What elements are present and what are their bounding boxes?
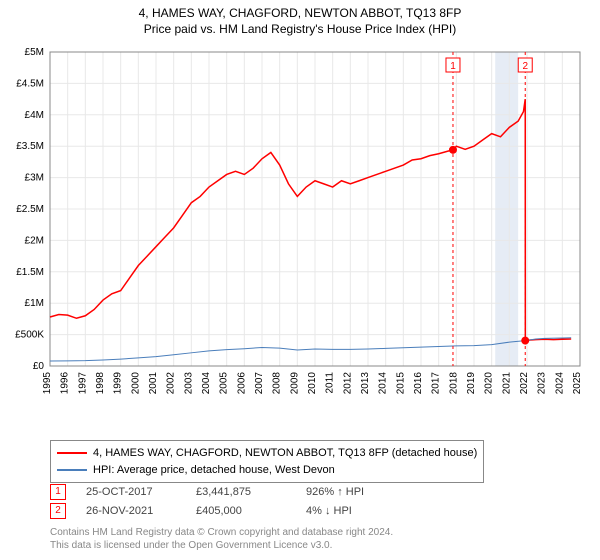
- annotation-delta-2: 4% ↓ HPI: [306, 505, 352, 517]
- title-block: 4, HAMES WAY, CHAGFORD, NEWTON ABBOT, TQ…: [0, 0, 600, 36]
- svg-text:£4.5M: £4.5M: [16, 78, 44, 89]
- annotation-marker-1: 1: [50, 484, 66, 500]
- svg-text:£0: £0: [33, 361, 45, 372]
- svg-text:2: 2: [522, 61, 528, 72]
- svg-text:2005: 2005: [219, 372, 230, 395]
- legend-label-hpi: HPI: Average price, detached house, West…: [93, 462, 335, 479]
- svg-text:£5M: £5M: [25, 47, 44, 58]
- annotation-date-1: 25-OCT-2017: [86, 486, 176, 498]
- annotation-price-1: £3,441,875: [196, 486, 286, 498]
- svg-text:£1.5M: £1.5M: [16, 267, 44, 278]
- svg-text:2024: 2024: [554, 372, 565, 395]
- svg-text:2009: 2009: [289, 372, 300, 395]
- svg-text:2003: 2003: [183, 372, 194, 395]
- svg-text:2015: 2015: [395, 372, 406, 395]
- svg-text:2018: 2018: [448, 372, 459, 395]
- svg-text:£500K: £500K: [15, 330, 44, 341]
- svg-text:£1M: £1M: [25, 298, 44, 309]
- annotation-marker-2: 2: [50, 503, 66, 519]
- legend-item-price: 4, HAMES WAY, CHAGFORD, NEWTON ABBOT, TQ…: [57, 445, 477, 462]
- legend-label-price: 4, HAMES WAY, CHAGFORD, NEWTON ABBOT, TQ…: [93, 445, 477, 462]
- annotation-date-2: 26-NOV-2021: [86, 505, 176, 517]
- legend-item-hpi: HPI: Average price, detached house, West…: [57, 462, 477, 479]
- price-chart: £0£500K£1M£1.5M£2M£2.5M£3M£3.5M£4M£4.5M£…: [50, 48, 580, 408]
- svg-text:£4M: £4M: [25, 110, 44, 121]
- svg-text:2025: 2025: [572, 372, 583, 395]
- legend-swatch-hpi: [57, 469, 87, 471]
- svg-text:2008: 2008: [272, 372, 283, 395]
- annotation-table: 1 25-OCT-2017 £3,441,875 926% ↑ HPI 2 26…: [50, 484, 364, 522]
- svg-text:£3.5M: £3.5M: [16, 141, 44, 152]
- svg-text:2000: 2000: [130, 372, 141, 395]
- svg-text:2016: 2016: [413, 372, 424, 395]
- svg-text:2023: 2023: [537, 372, 548, 395]
- svg-text:2002: 2002: [166, 372, 177, 395]
- svg-text:2013: 2013: [360, 372, 371, 395]
- svg-text:2022: 2022: [519, 372, 530, 395]
- svg-text:2012: 2012: [342, 372, 353, 395]
- svg-text:1997: 1997: [77, 372, 88, 395]
- svg-text:1995: 1995: [42, 372, 53, 395]
- svg-text:1: 1: [450, 61, 456, 72]
- footer: Contains HM Land Registry data © Crown c…: [50, 526, 393, 552]
- svg-text:2021: 2021: [501, 372, 512, 395]
- svg-text:1998: 1998: [95, 372, 106, 395]
- title-line-1: 4, HAMES WAY, CHAGFORD, NEWTON ABBOT, TQ…: [0, 6, 600, 20]
- svg-text:1999: 1999: [113, 372, 124, 395]
- annotation-price-2: £405,000: [196, 505, 286, 517]
- svg-text:2020: 2020: [484, 372, 495, 395]
- svg-text:2014: 2014: [378, 372, 389, 395]
- svg-text:2004: 2004: [201, 372, 212, 395]
- legend: 4, HAMES WAY, CHAGFORD, NEWTON ABBOT, TQ…: [50, 440, 484, 483]
- svg-text:2019: 2019: [466, 372, 477, 395]
- annotation-row-1: 1 25-OCT-2017 £3,441,875 926% ↑ HPI: [50, 484, 364, 500]
- legend-swatch-price: [57, 452, 87, 454]
- title-line-2: Price paid vs. HM Land Registry's House …: [0, 22, 600, 36]
- svg-text:2010: 2010: [307, 372, 318, 395]
- chart-container: 4, HAMES WAY, CHAGFORD, NEWTON ABBOT, TQ…: [0, 0, 600, 560]
- svg-text:2006: 2006: [236, 372, 247, 395]
- svg-text:£2M: £2M: [25, 235, 44, 246]
- annotation-delta-1: 926% ↑ HPI: [306, 486, 364, 498]
- svg-text:2007: 2007: [254, 372, 265, 395]
- svg-text:£2.5M: £2.5M: [16, 204, 44, 215]
- svg-text:£3M: £3M: [25, 173, 44, 184]
- svg-text:1996: 1996: [60, 372, 71, 395]
- svg-text:2001: 2001: [148, 372, 159, 395]
- footer-line-2: This data is licensed under the Open Gov…: [50, 539, 393, 552]
- footer-line-1: Contains HM Land Registry data © Crown c…: [50, 526, 393, 539]
- annotation-row-2: 2 26-NOV-2021 £405,000 4% ↓ HPI: [50, 503, 364, 519]
- svg-text:2011: 2011: [325, 372, 336, 394]
- svg-text:2017: 2017: [431, 372, 442, 395]
